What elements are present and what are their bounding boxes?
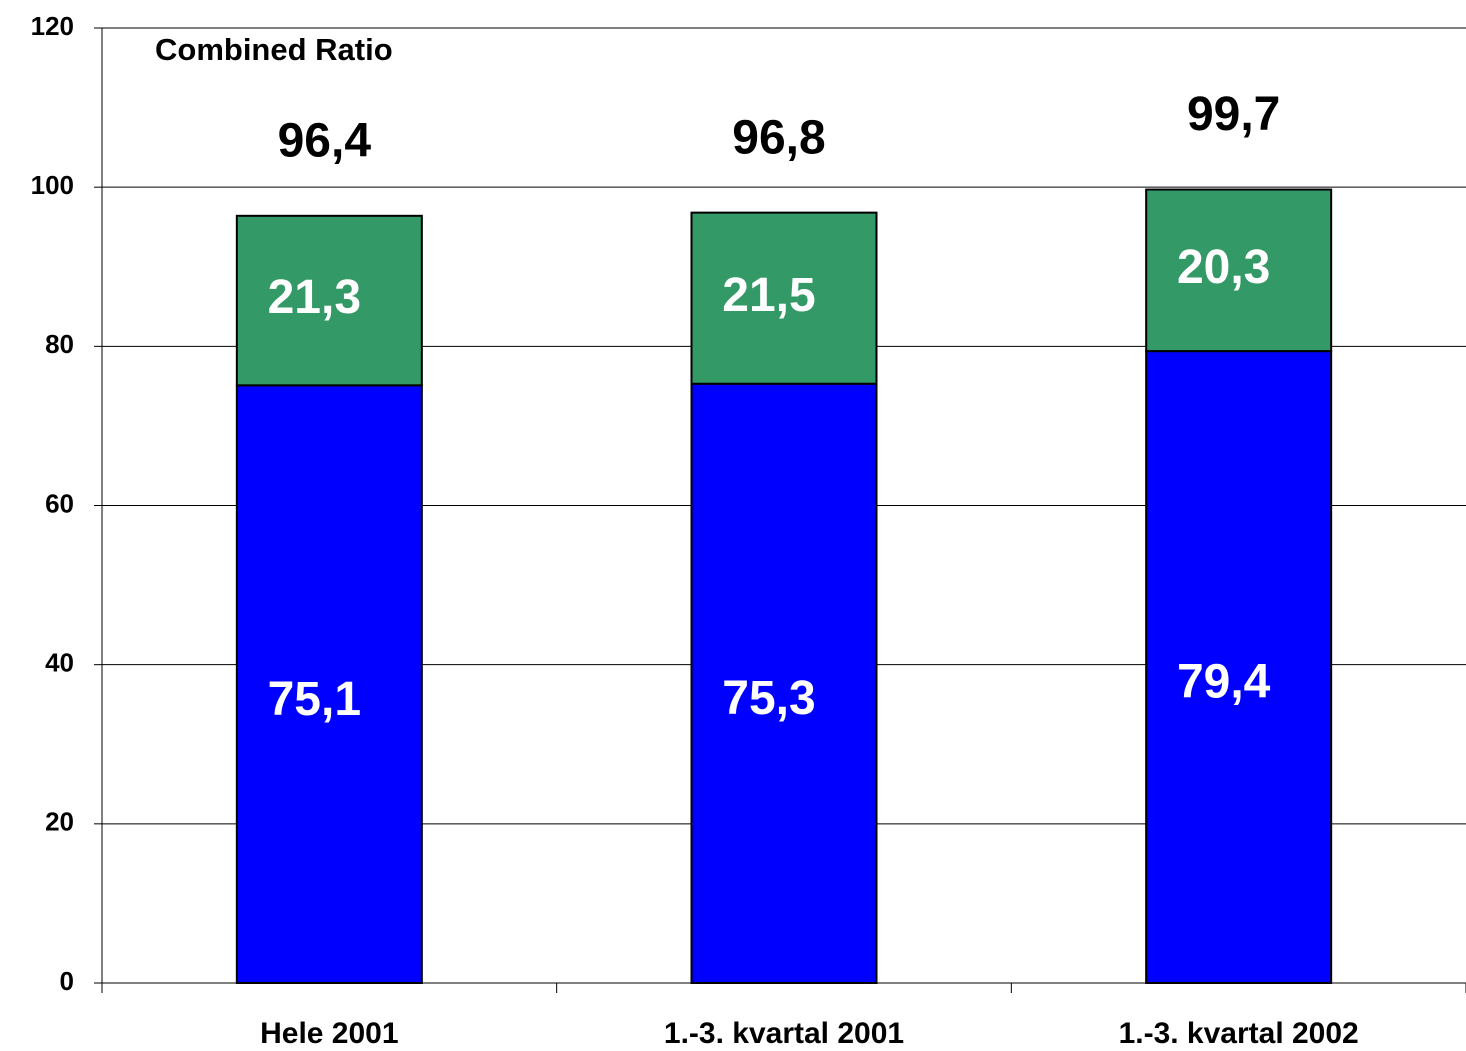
data-label: 20,3 <box>1177 241 1270 294</box>
data-label: 75,3 <box>722 672 815 725</box>
bar-segment <box>235 214 423 387</box>
y-tick-label: 100 <box>31 170 74 200</box>
data-label: 21,3 <box>268 271 361 324</box>
bar-segment <box>690 211 878 385</box>
y-tick-label: 60 <box>45 488 74 518</box>
y-tick-label: 80 <box>45 329 74 359</box>
total-label: 99,7 <box>1187 88 1280 141</box>
y-tick-label: 40 <box>45 648 74 678</box>
chart-title: Combined Ratio <box>155 32 393 67</box>
x-tick-label: 1.-3. kvartal 2002 <box>1119 1017 1359 1050</box>
data-label: 75,1 <box>268 673 361 726</box>
y-tick-label: 20 <box>45 807 74 837</box>
total-label: 96,4 <box>278 114 372 167</box>
y-tick-label: 0 <box>60 966 74 996</box>
bar-segment <box>1145 350 1333 984</box>
x-tick-label: Hele 2001 <box>260 1017 398 1050</box>
data-label: 21,5 <box>722 269 815 322</box>
bar-segment <box>1145 188 1333 353</box>
total-label: 96,8 <box>732 111 825 164</box>
x-tick-label: 1.-3. kvartal 2001 <box>664 1017 904 1050</box>
data-label: 79,4 <box>1177 656 1271 709</box>
y-tick-label: 120 <box>31 11 74 41</box>
